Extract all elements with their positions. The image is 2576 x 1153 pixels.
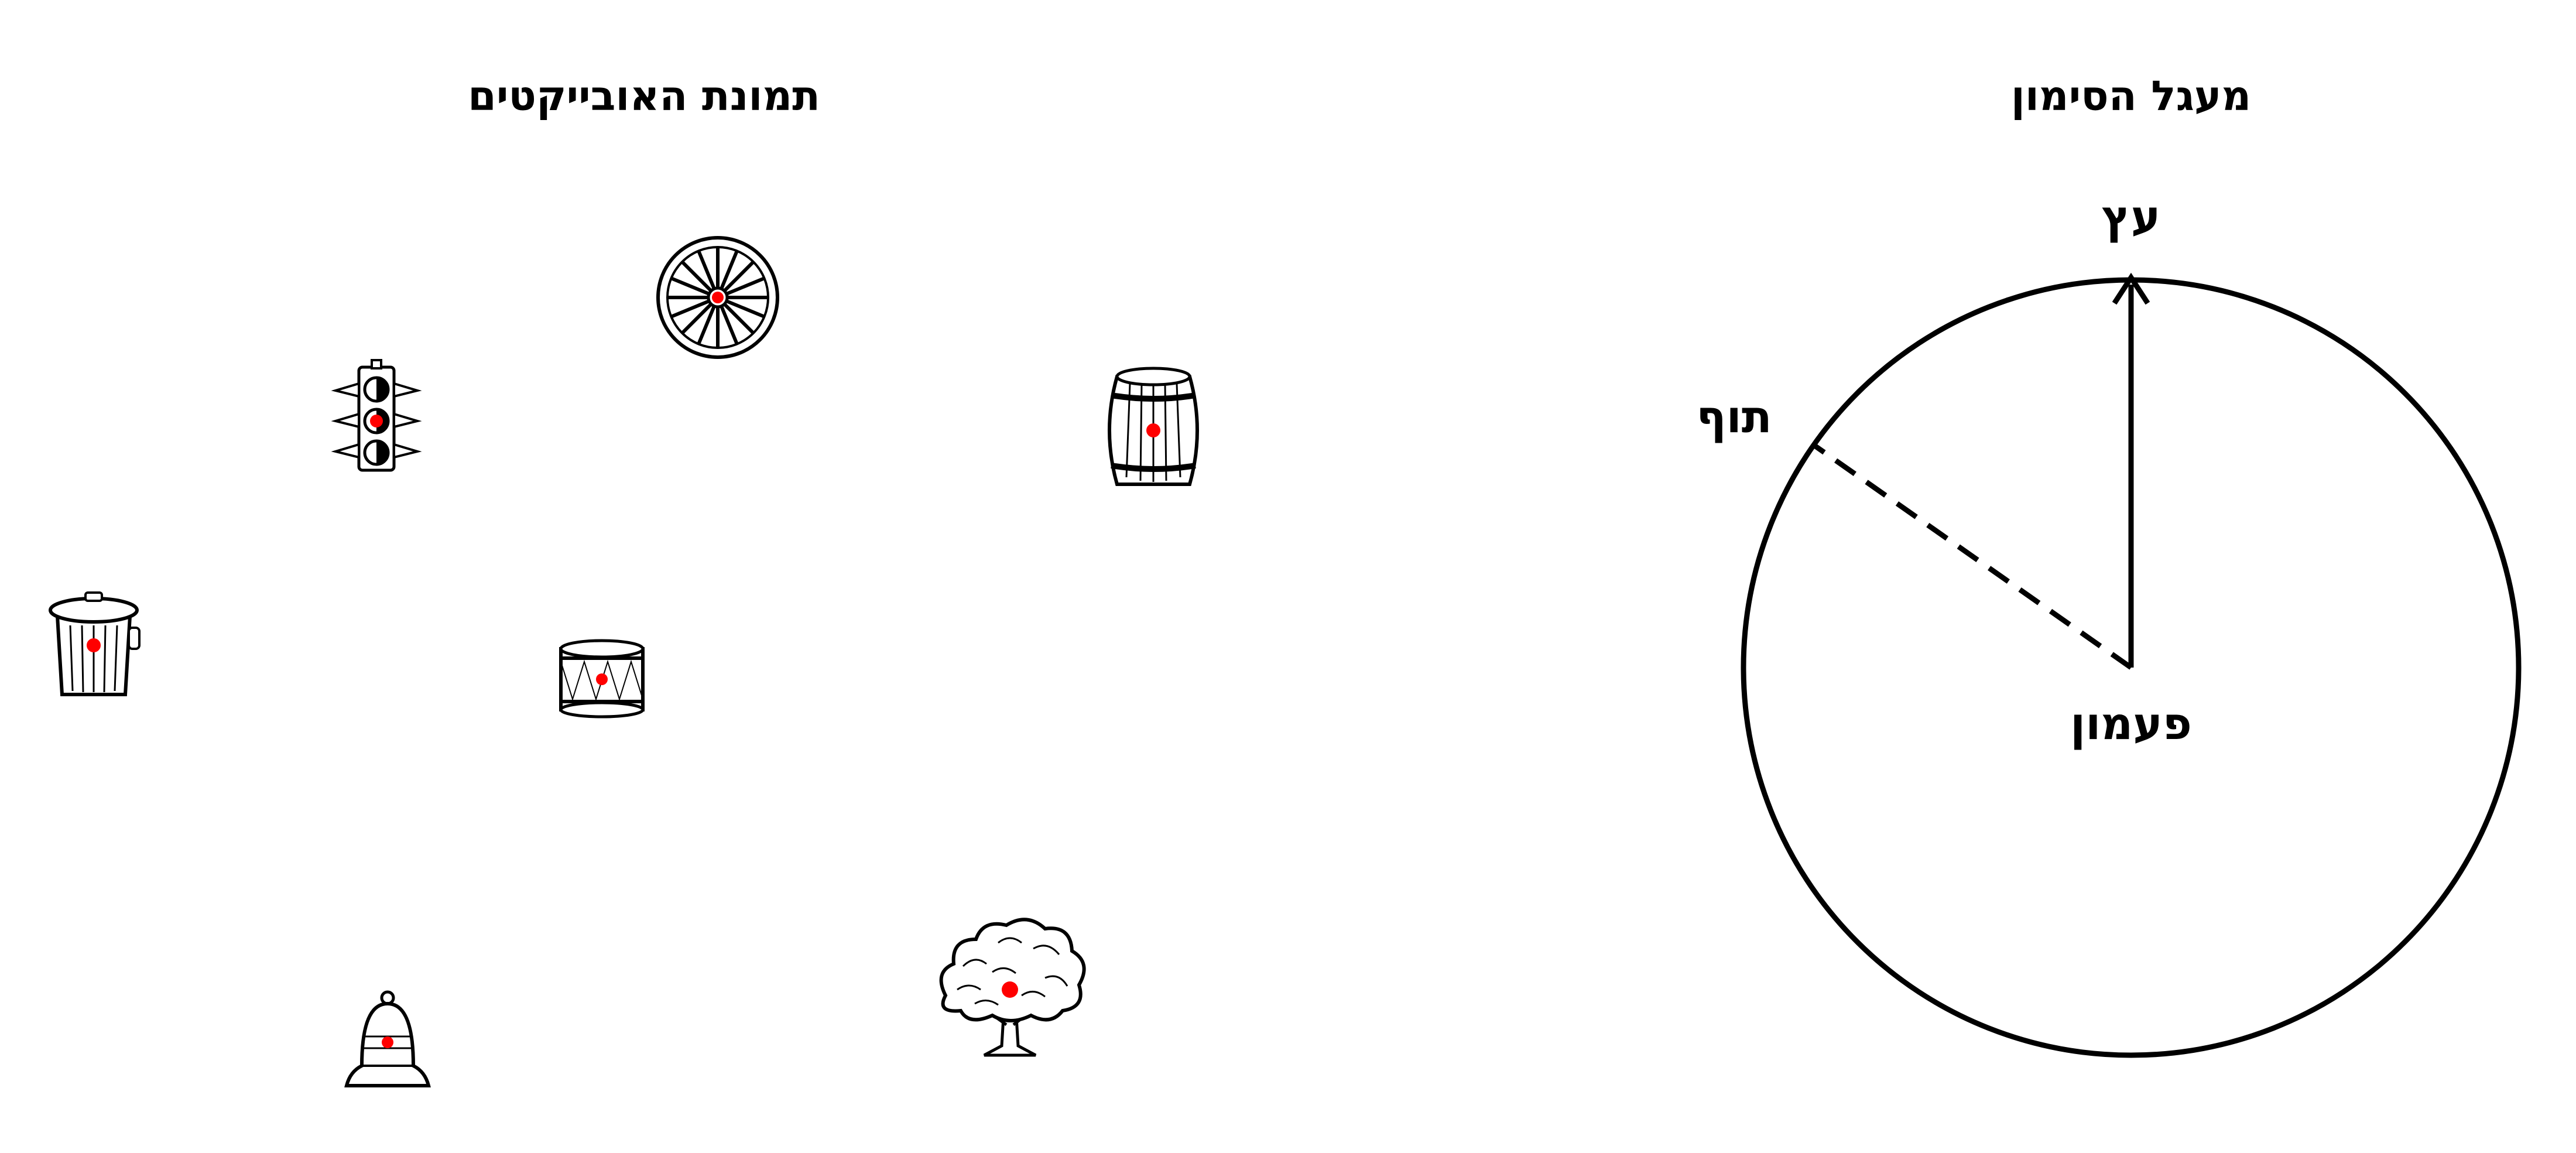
object-marker [87,638,101,652]
object-marker [596,673,608,685]
center-object-label: פעמון [2070,697,2192,750]
tree-icon [939,918,1086,1057]
object-marker [1146,423,1160,437]
object-marker [382,1036,393,1048]
answer-dashed-line [1812,443,2133,670]
wagon-wheel-icon [656,236,779,359]
marking-circle-title: מעגל הסימון [2011,72,2251,120]
object-marker [712,292,724,303]
barrel-icon [1108,367,1199,486]
object-marker [370,415,383,427]
drum-icon [559,639,645,719]
trash-can-icon [49,591,141,696]
reference-object-label: עץ [2102,190,2161,242]
answer-object-label: תוף [1696,391,1772,443]
bell-icon [344,990,431,1087]
object-scene-panel: תמונת האובייקטים [49,72,1199,1087]
traffic-light-icon [331,359,422,472]
marking-circle-panel: מעגל הסימון פעמון עץ תוף [1696,72,2522,1058]
arrowhead-icon [2112,272,2150,305]
object-marker [1002,981,1018,998]
object-scene-title: תמונת האובייקטים [468,72,820,120]
